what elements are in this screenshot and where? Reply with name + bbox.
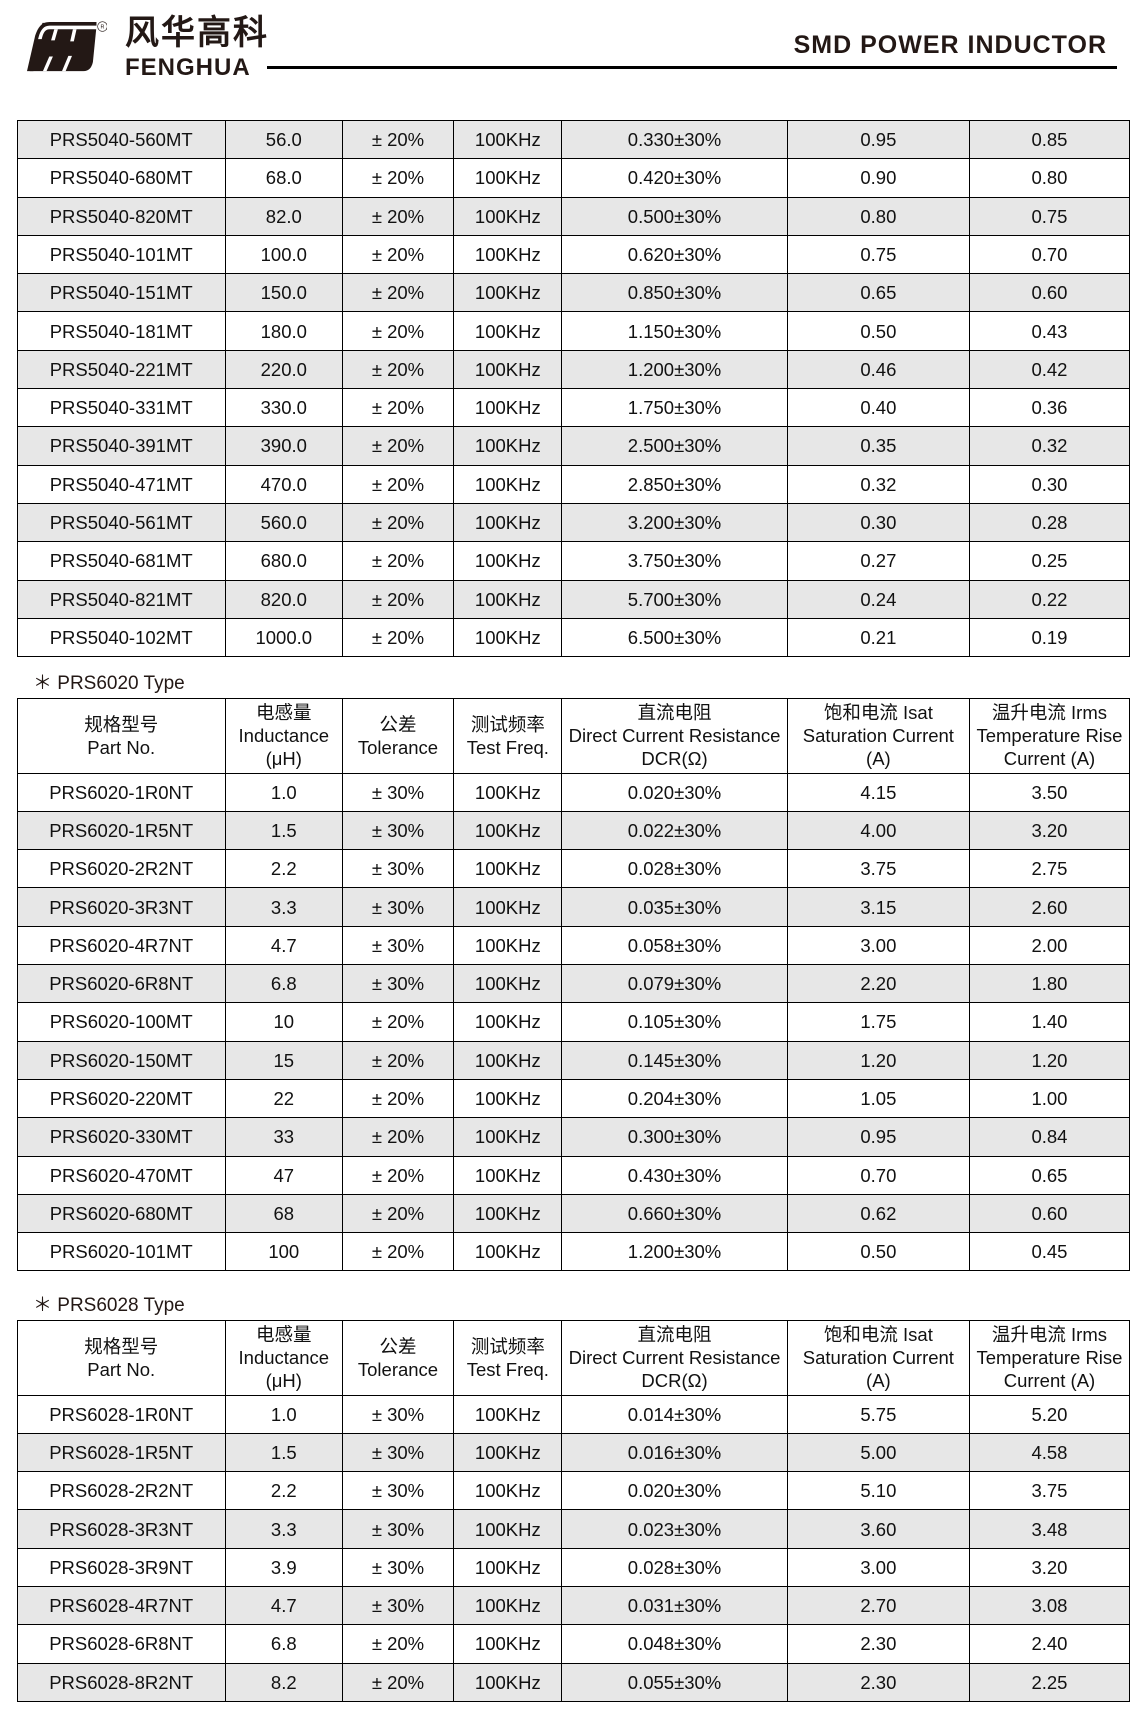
svg-text:R: R <box>100 25 104 31</box>
